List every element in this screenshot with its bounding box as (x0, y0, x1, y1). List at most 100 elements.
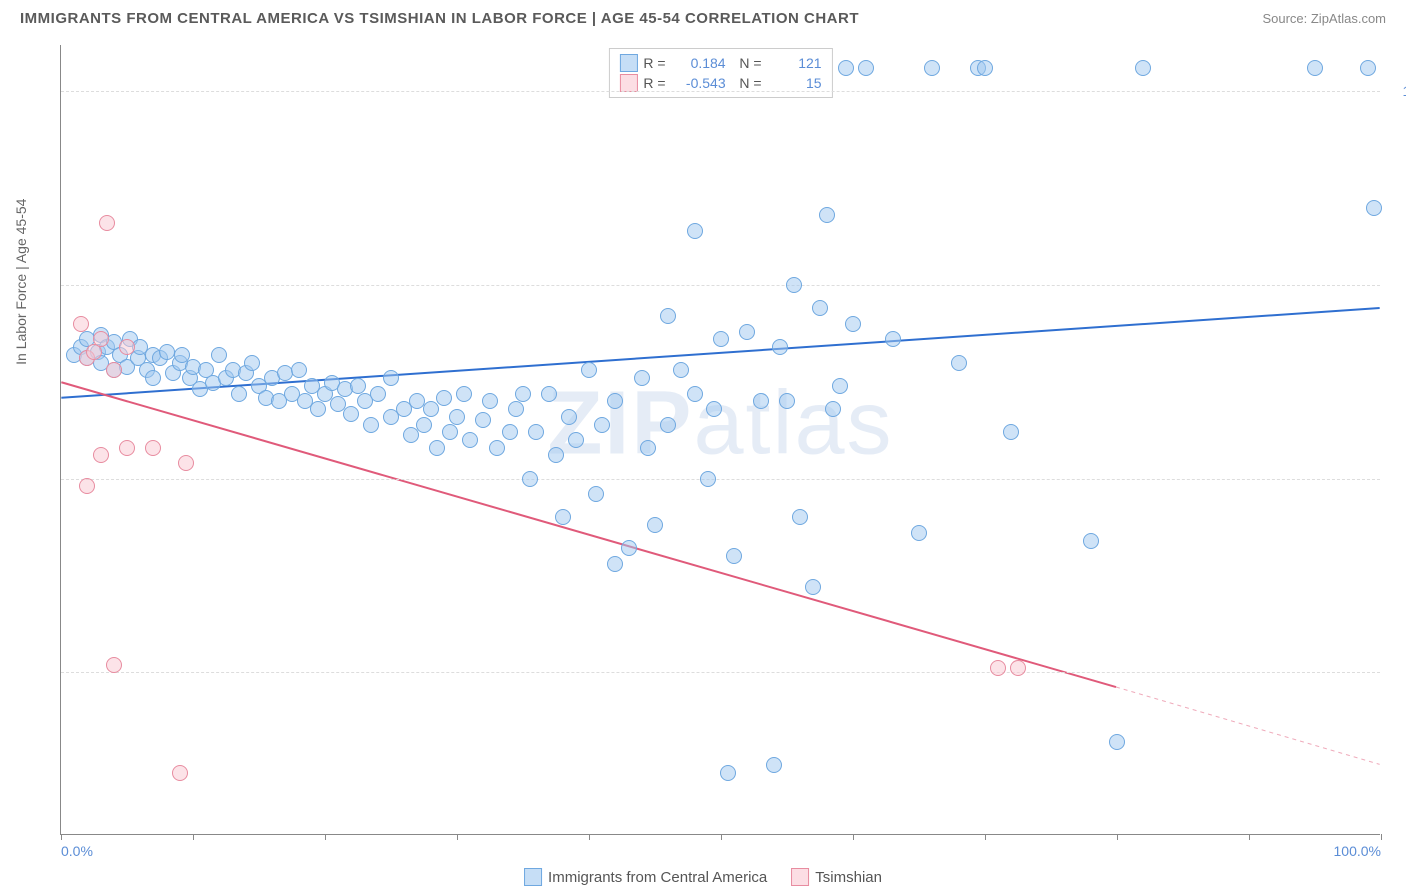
legend-n-label: N = (732, 55, 762, 71)
data-point (442, 424, 458, 440)
data-point (291, 362, 307, 378)
swatch-pink (791, 868, 809, 886)
data-point (786, 277, 802, 293)
data-point (489, 440, 505, 456)
legend-r-blue: 0.184 (676, 55, 726, 71)
data-point (647, 517, 663, 533)
data-point (456, 386, 472, 402)
x-tick (61, 834, 62, 840)
data-point (753, 393, 769, 409)
data-point (231, 386, 247, 402)
data-point (343, 406, 359, 422)
data-point (660, 417, 676, 433)
data-point (403, 427, 419, 443)
trend-lines (61, 45, 1380, 834)
x-tick (1117, 834, 1118, 840)
data-point (713, 331, 729, 347)
legend-label-pink: Tsimshian (815, 869, 882, 886)
data-point (508, 401, 524, 417)
data-point (106, 657, 122, 673)
data-point (541, 386, 557, 402)
x-tick (1249, 834, 1250, 840)
x-tick (589, 834, 590, 840)
chart-source: Source: ZipAtlas.com (1262, 11, 1386, 26)
data-point (436, 390, 452, 406)
legend-row-pink: R = -0.543 N = 15 (619, 73, 821, 93)
data-point (660, 308, 676, 324)
legend-r-label: R = (643, 55, 665, 71)
data-point (522, 471, 538, 487)
data-point (350, 378, 366, 394)
data-point (805, 579, 821, 595)
data-point (449, 409, 465, 425)
data-point (106, 362, 122, 378)
data-point (634, 370, 650, 386)
data-point (429, 440, 445, 456)
data-point (79, 478, 95, 494)
series-legend: Immigrants from Central America Tsimshia… (524, 868, 882, 886)
gridline (61, 285, 1380, 286)
data-point (548, 447, 564, 463)
data-point (1307, 60, 1323, 76)
data-point (119, 440, 135, 456)
data-point (145, 370, 161, 386)
data-point (370, 386, 386, 402)
data-point (244, 355, 260, 371)
data-point (482, 393, 498, 409)
data-point (561, 409, 577, 425)
data-point (779, 393, 795, 409)
data-point (885, 331, 901, 347)
legend-n-label: N = (732, 75, 762, 91)
data-point (1135, 60, 1151, 76)
data-point (792, 509, 808, 525)
data-point (640, 440, 656, 456)
x-tick (457, 834, 458, 840)
data-point (621, 540, 637, 556)
legend-r-label: R = (643, 75, 665, 91)
y-tick-label: 75.0% (1390, 471, 1406, 487)
chart-title: IMMIGRANTS FROM CENTRAL AMERICA VS TSIMS… (20, 10, 859, 27)
data-point (93, 447, 109, 463)
data-point (700, 471, 716, 487)
data-point (766, 757, 782, 773)
legend-r-pink: -0.543 (676, 75, 726, 91)
data-point (990, 660, 1006, 676)
data-point (726, 548, 742, 564)
data-point (1109, 734, 1125, 750)
data-point (1003, 424, 1019, 440)
data-point (825, 401, 841, 417)
data-point (772, 339, 788, 355)
data-point (119, 339, 135, 355)
data-point (416, 417, 432, 433)
data-point (977, 60, 993, 76)
y-tick-label: 100.0% (1390, 83, 1406, 99)
x-tick (193, 834, 194, 840)
data-point (838, 60, 854, 76)
data-point (211, 347, 227, 363)
data-point (383, 370, 399, 386)
data-point (1366, 200, 1382, 216)
data-point (73, 316, 89, 332)
chart-header: IMMIGRANTS FROM CENTRAL AMERICA VS TSIMS… (0, 0, 1406, 35)
data-point (581, 362, 597, 378)
data-point (845, 316, 861, 332)
data-point (178, 455, 194, 471)
data-point (673, 362, 689, 378)
gridline (61, 672, 1380, 673)
y-tick-label: 62.5% (1390, 664, 1406, 680)
gridline (61, 91, 1380, 92)
data-point (528, 424, 544, 440)
x-tick-label: 100.0% (1334, 843, 1381, 859)
data-point (720, 765, 736, 781)
data-point (819, 207, 835, 223)
data-point (145, 440, 161, 456)
data-point (423, 401, 439, 417)
x-tick (325, 834, 326, 840)
data-point (515, 386, 531, 402)
data-point (475, 412, 491, 428)
data-point (462, 432, 478, 448)
data-point (924, 60, 940, 76)
data-point (706, 401, 722, 417)
legend-item-pink: Tsimshian (791, 868, 882, 886)
data-point (687, 223, 703, 239)
